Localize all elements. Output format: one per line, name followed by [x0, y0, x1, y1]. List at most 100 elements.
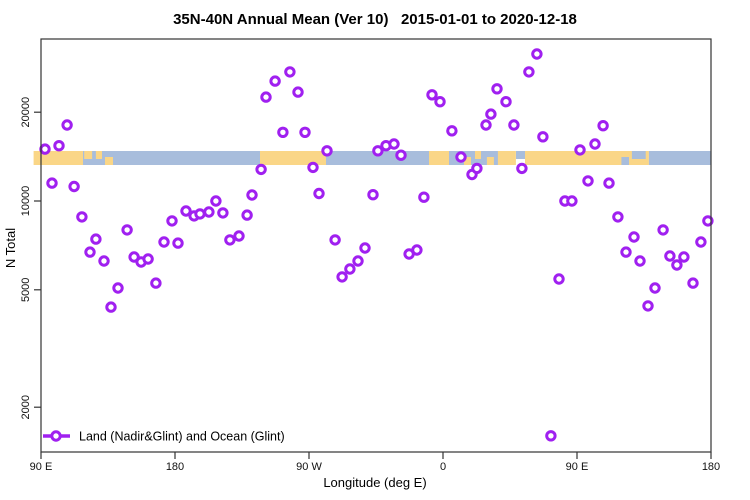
y-axis-label: N Total [3, 228, 18, 268]
data-point [671, 259, 683, 271]
map-strip-land-segment [525, 151, 649, 165]
data-point [61, 119, 73, 131]
x-axis-label: Longitude (deg E) [323, 475, 426, 490]
y-tick-label: 5000 [20, 278, 32, 302]
data-point [76, 211, 88, 223]
data-point [98, 255, 110, 267]
data-point [142, 253, 154, 265]
data-point [367, 189, 379, 201]
map-strip-land-segment [95, 151, 102, 159]
data-point [516, 162, 528, 175]
data-point [39, 143, 51, 155]
data-point [321, 145, 333, 157]
data-point [53, 140, 65, 152]
data-point [329, 234, 341, 246]
y-tick-label: 10000 [20, 186, 32, 217]
data-point [255, 163, 267, 176]
data-point [246, 189, 258, 201]
data-point [582, 175, 594, 187]
y-tick-label: 2000 [20, 395, 32, 419]
data-point [545, 430, 557, 442]
map-strip-ocean-segment [83, 151, 260, 165]
y-tick-label: 20000 [20, 97, 32, 128]
data-point [352, 255, 364, 267]
data-point [480, 119, 492, 131]
data-point [210, 195, 222, 207]
data-point [531, 48, 543, 60]
plot-border [40, 38, 712, 453]
data-point [500, 96, 512, 108]
data-point [359, 242, 371, 254]
map-strip-land-segment [105, 157, 113, 165]
scatter-points [39, 48, 714, 442]
map-strip-ocean-segment [631, 151, 646, 159]
map-strip-land-segment [260, 151, 326, 165]
x-tick-label: 90 W [296, 461, 322, 473]
map-strip-ocean-segment [516, 151, 526, 159]
data-point [121, 224, 133, 236]
data-point [224, 234, 236, 246]
data-point [241, 209, 253, 221]
legend-marker-icon [50, 430, 62, 442]
data-point [172, 237, 184, 249]
data-point [269, 75, 281, 87]
data-point [233, 230, 245, 242]
x-axis-ticks: 90 E 180 90 W 0 90 E 180 [30, 452, 720, 473]
data-point [194, 208, 206, 220]
data-point [695, 236, 707, 248]
map-strip-land-segment [429, 151, 449, 165]
data-point [299, 126, 311, 139]
map-strip-land-segment [464, 157, 471, 165]
data-point [292, 86, 304, 98]
legend-label: Land (Nadir&Glint) and Ocean (Glint) [79, 430, 285, 444]
data-point [455, 151, 467, 163]
data-point [446, 125, 458, 137]
data-point [344, 263, 356, 275]
data-point [166, 215, 178, 227]
data-point [634, 255, 646, 267]
data-point [105, 301, 117, 313]
data-point [664, 250, 676, 262]
chart-title: 35N-40N Annual Mean (Ver 10) 2015-01-01 … [173, 11, 577, 28]
data-point [158, 236, 170, 248]
data-point [589, 138, 601, 150]
map-strip [33, 151, 711, 165]
data-point [84, 246, 96, 258]
data-point [388, 138, 400, 150]
map-strip-land-segment [497, 151, 516, 165]
data-point [418, 191, 430, 203]
data-point [649, 282, 661, 294]
map-strip-land-segment [486, 157, 494, 165]
data-point [471, 162, 483, 175]
data-point [508, 119, 520, 131]
map-strip-ocean-segment [621, 157, 629, 165]
x-tick-label: 90 E [566, 461, 589, 473]
data-point [150, 277, 162, 289]
data-point [603, 177, 615, 189]
data-point [336, 271, 348, 283]
data-point [217, 207, 229, 219]
data-point [537, 131, 549, 143]
data-point [90, 233, 102, 245]
data-point [68, 180, 80, 193]
map-strip-ocean-segment [648, 151, 711, 165]
data-point [46, 177, 58, 189]
data-point [523, 66, 535, 78]
x-tick-label: 180 [702, 461, 720, 473]
data-point [313, 187, 325, 200]
data-point [203, 206, 215, 218]
data-point [426, 89, 438, 101]
data-point [485, 108, 497, 120]
data-point [642, 300, 654, 312]
data-point [112, 282, 124, 294]
data-point [702, 215, 714, 227]
data-point [411, 244, 423, 256]
data-point [612, 211, 624, 223]
data-point [372, 145, 384, 157]
data-point [260, 91, 272, 103]
data-point [620, 246, 632, 258]
data-point [553, 273, 565, 285]
x-tick-label: 180 [166, 461, 184, 473]
